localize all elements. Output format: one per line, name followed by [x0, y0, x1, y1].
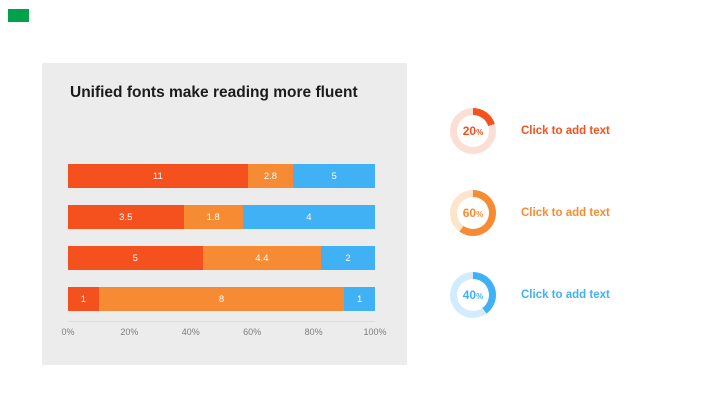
- donut-ring: 40%: [450, 272, 496, 318]
- bar-value-label: 11: [152, 170, 163, 182]
- bar-value-label: 1: [80, 293, 86, 305]
- x-axis-tick: 80%: [304, 327, 323, 337]
- bar-value-label: 4.4: [255, 252, 269, 264]
- donut-ring: 20%: [450, 108, 496, 154]
- bar-row: 11 2.8 5: [68, 164, 375, 188]
- bar-segment-blue: 2: [321, 246, 375, 270]
- brand-logo: [8, 9, 29, 22]
- bar-value-label: 5: [331, 170, 337, 182]
- bar-value-label: 3.5: [119, 211, 133, 223]
- donut-gauge-list: 20% Click to add text 60% Click to add text…: [450, 108, 610, 318]
- bar-segment-blue: 5: [293, 164, 375, 188]
- donut-row: 20% Click to add text: [450, 108, 610, 154]
- x-axis-tick: 60%: [243, 327, 262, 337]
- bar-row: 3.5 1.8 4: [68, 205, 375, 229]
- click-to-add-text-placeholder[interactable]: Click to add text: [521, 289, 610, 301]
- click-to-add-text-placeholder[interactable]: Click to add text: [521, 207, 610, 219]
- bar-segment-blue: 4: [242, 205, 375, 229]
- bar-segment-red: 1: [68, 287, 99, 311]
- bar-value-label: 8: [218, 293, 225, 305]
- bar-value-label: 5: [132, 252, 138, 264]
- bars-area: 11 2.8 5 3.5 1.8 4 5 4.4 2 1 8 1: [68, 164, 375, 311]
- bar-segment-red: 11: [68, 164, 248, 188]
- bar-value-label: 2.8: [263, 170, 278, 182]
- bar-segment-orange: 1.8: [183, 205, 243, 229]
- page-title: Unified fonts make reading more fluent: [70, 84, 358, 101]
- donut-row: 40% Click to add text: [450, 272, 610, 318]
- donut-percent-unit: %: [476, 210, 484, 219]
- bar-value-label: 1: [356, 293, 363, 305]
- bar-segment-orange: 4.4: [202, 246, 322, 270]
- donut-hole: [457, 115, 489, 147]
- bar-row: 1 8 1: [68, 287, 375, 311]
- x-axis-tick: 40%: [181, 327, 200, 337]
- bar-value-label: 1.8: [206, 211, 220, 223]
- bar-segment-red: 3.5: [68, 205, 184, 229]
- donut-percent: 60%: [463, 207, 483, 219]
- x-axis: 0% 20% 40% 60% 80% 100%: [61, 321, 387, 337]
- donut-percent-unit: %: [476, 128, 484, 137]
- bar-segment-orange: 8: [98, 287, 345, 311]
- donut-ring: 60%: [450, 190, 496, 236]
- x-axis-tick: 0%: [61, 327, 75, 337]
- x-axis-tick: 20%: [120, 327, 139, 337]
- bar-segment-orange: 2.8: [247, 164, 294, 188]
- donut-hole: [457, 197, 489, 229]
- donut-hole: [457, 279, 489, 311]
- chart-panel: Unified fonts make reading more fluent 1…: [42, 63, 407, 365]
- bar-row: 5 4.4 2: [68, 246, 375, 270]
- bar-segment-red: 5: [68, 246, 203, 270]
- donut-percent-value: 40: [462, 288, 477, 302]
- x-axis-tick: 100%: [363, 327, 387, 337]
- click-to-add-text-placeholder[interactable]: Click to add text: [521, 125, 610, 137]
- bar-segment-blue: 1: [344, 287, 375, 311]
- donut-percent: 20%: [463, 125, 483, 137]
- donut-percent-value: 60: [462, 206, 477, 220]
- donut-row: 60% Click to add text: [450, 190, 610, 236]
- bar-value-label: 4: [306, 211, 312, 223]
- stacked-bar-chart: 11 2.8 5 3.5 1.8 4 5 4.4 2 1 8 1 0% 20% 40% 60% 80% 100%: [61, 164, 387, 337]
- donut-percent-value: 20: [462, 124, 477, 138]
- bar-value-label: 2: [345, 252, 351, 264]
- donut-percent-unit: %: [476, 292, 484, 301]
- donut-percent: 40%: [463, 289, 483, 301]
